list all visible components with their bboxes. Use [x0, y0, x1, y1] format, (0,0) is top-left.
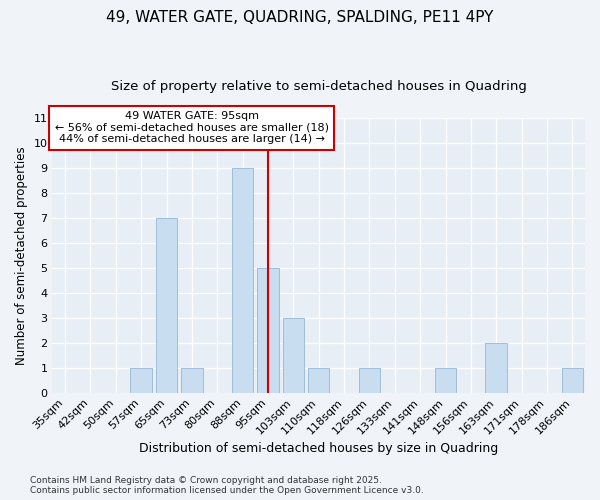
Text: 49 WATER GATE: 95sqm
← 56% of semi-detached houses are smaller (18)
44% of semi-: 49 WATER GATE: 95sqm ← 56% of semi-detac…: [55, 111, 329, 144]
Bar: [156, 218, 178, 392]
Bar: [232, 168, 253, 392]
Bar: [485, 342, 507, 392]
Bar: [181, 368, 203, 392]
Bar: [435, 368, 456, 392]
Text: Contains HM Land Registry data © Crown copyright and database right 2025.
Contai: Contains HM Land Registry data © Crown c…: [30, 476, 424, 495]
Bar: [308, 368, 329, 392]
Bar: [359, 368, 380, 392]
Bar: [562, 368, 583, 392]
Text: 49, WATER GATE, QUADRING, SPALDING, PE11 4PY: 49, WATER GATE, QUADRING, SPALDING, PE11…: [106, 10, 494, 25]
Bar: [257, 268, 279, 392]
Title: Size of property relative to semi-detached houses in Quadring: Size of property relative to semi-detach…: [111, 80, 527, 93]
Y-axis label: Number of semi-detached properties: Number of semi-detached properties: [15, 146, 28, 364]
Bar: [130, 368, 152, 392]
X-axis label: Distribution of semi-detached houses by size in Quadring: Distribution of semi-detached houses by …: [139, 442, 499, 455]
Bar: [283, 318, 304, 392]
